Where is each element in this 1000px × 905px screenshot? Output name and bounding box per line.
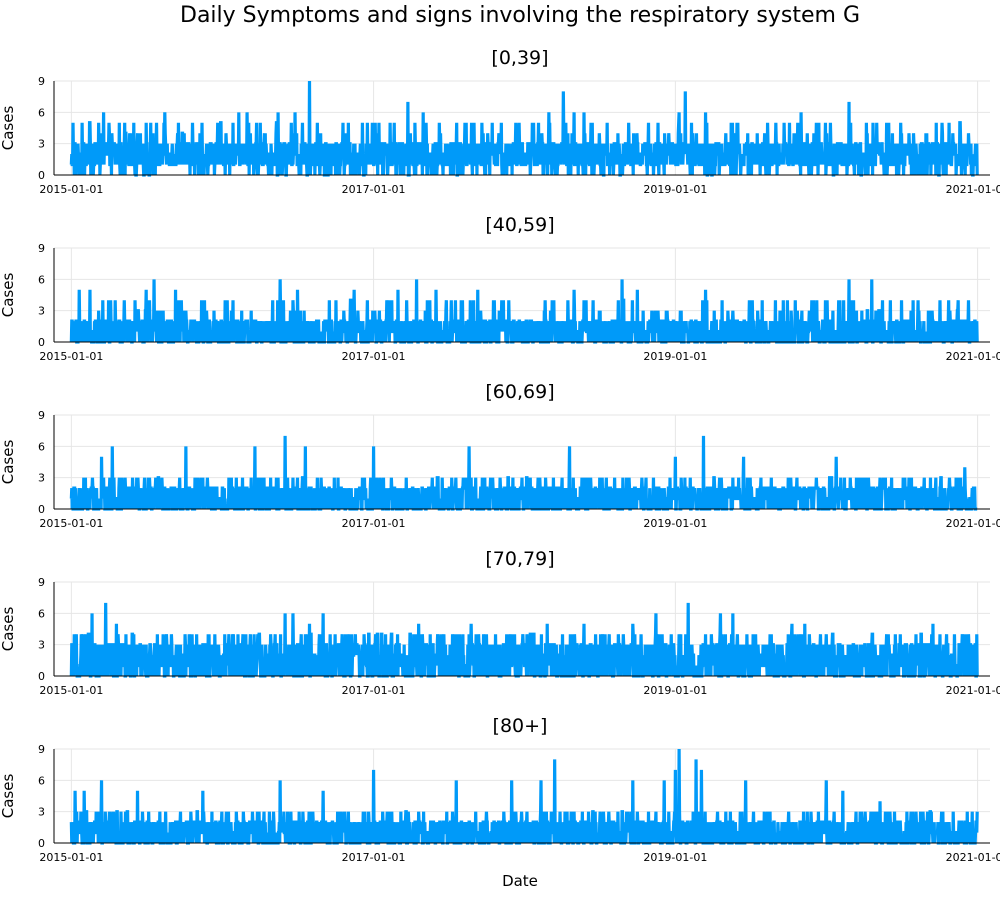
y-axis-label: Cases (0, 273, 17, 318)
y-tick-label: 9 (38, 242, 45, 255)
panel-title: [0,39] (491, 47, 548, 69)
x-tick-label: 2019-01-01 (643, 183, 707, 196)
x-tick-label: 2017-01-01 (342, 851, 406, 864)
y-tick-label: 9 (38, 743, 45, 756)
x-tick-label: 2021-01-01 (946, 851, 1000, 864)
y-tick-label: 3 (38, 138, 45, 151)
panel-title: [40,59] (485, 214, 554, 236)
y-tick-label: 0 (38, 503, 45, 516)
y-tick-label: 6 (38, 273, 45, 286)
x-tick-label: 2021-01-01 (946, 183, 1000, 196)
x-tick-label: 2021-01-01 (946, 684, 1000, 697)
y-tick-label: 0 (38, 169, 45, 182)
x-tick-label: 2021-01-01 (946, 517, 1000, 530)
x-tick-label: 2021-01-01 (946, 350, 1000, 363)
y-tick-label: 0 (38, 336, 45, 349)
y-tick-label: 3 (38, 305, 45, 318)
y-tick-label: 6 (38, 106, 45, 119)
y-axis-label: Cases (0, 607, 17, 652)
x-tick-label: 2019-01-01 (643, 851, 707, 864)
panel-title: [70,79] (485, 548, 554, 570)
y-tick-label: 3 (38, 639, 45, 652)
y-tick-label: 9 (38, 409, 45, 422)
x-tick-label: 2017-01-01 (342, 350, 406, 363)
x-tick-label: 2019-01-01 (643, 350, 707, 363)
y-axis-label: Cases (0, 106, 17, 151)
y-tick-label: 9 (38, 75, 45, 88)
y-tick-label: 6 (38, 440, 45, 453)
y-tick-label: 3 (38, 806, 45, 819)
x-axis-label: Date (502, 872, 538, 890)
series-line (69, 748, 979, 845)
x-tick-label: 2015-01-01 (39, 684, 103, 697)
x-tick-label: 2019-01-01 (643, 684, 707, 697)
panel-title: [60,69] (485, 381, 554, 403)
x-tick-label: 2015-01-01 (39, 183, 103, 196)
chart-title: Daily Symptoms and signs involving the r… (180, 3, 860, 28)
y-tick-label: 3 (38, 472, 45, 485)
x-tick-label: 2015-01-01 (39, 350, 103, 363)
series-line (69, 602, 979, 678)
series-line (69, 80, 979, 177)
panel-5: [80+] Cases 0 3 6 9 2015-01-01 2017-01-01 2019-0… (0, 715, 1000, 864)
y-axis-label: Cases (0, 440, 17, 485)
y-axis-label: Cases (0, 774, 17, 819)
panel-3: [60,69] Cases 0 3 6 9 2015-01-01 2017-01-01 2019… (0, 381, 1000, 530)
x-tick-label: 2015-01-01 (39, 517, 103, 530)
series-line (69, 435, 978, 511)
y-tick-label: 0 (38, 670, 45, 683)
y-tick-label: 6 (38, 607, 45, 620)
x-tick-label: 2019-01-01 (643, 517, 707, 530)
panels-group: [0,39] Cases 0 3 6 9 2015-01-01 2017-01-01 2019-… (0, 47, 1000, 864)
panel-4: [70,79] Cases 0 3 6 9 2015-01-01 2017-01-01 2019… (0, 548, 1000, 697)
panel-1: [0,39] Cases 0 3 6 9 2015-01-01 2017-01-01 2019-… (0, 47, 1000, 196)
x-tick-label: 2017-01-01 (342, 183, 406, 196)
panel-2: [40,59] Cases 0 3 6 9 2015-01-01 2017-01-01 2019… (0, 214, 1000, 363)
x-tick-label: 2017-01-01 (342, 517, 406, 530)
y-tick-label: 9 (38, 576, 45, 589)
panel-title: [80+] (493, 715, 548, 737)
y-tick-label: 6 (38, 774, 45, 787)
y-tick-label: 0 (38, 837, 45, 850)
x-tick-label: 2017-01-01 (342, 684, 406, 697)
x-tick-label: 2015-01-01 (39, 851, 103, 864)
